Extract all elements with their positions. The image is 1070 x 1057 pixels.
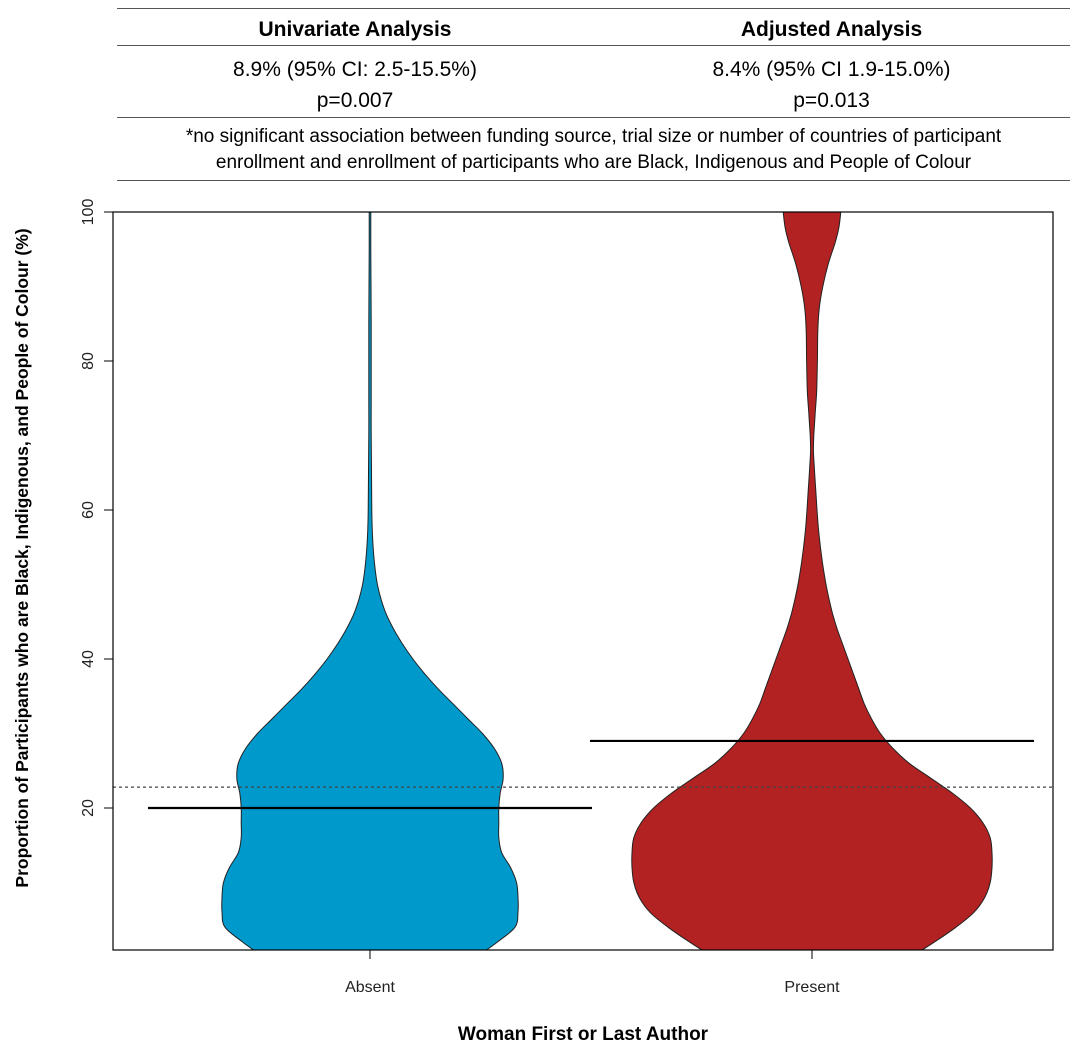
- footnote-line-2: enrollment and enrollment of participant…: [215, 152, 972, 173]
- table-header-rule: [117, 45, 1070, 46]
- table-bottom-rule: [117, 180, 1070, 181]
- x-axis: Absent Present: [345, 950, 840, 996]
- univariate-header: Univariate Analysis: [258, 18, 452, 41]
- violin-absent: [221, 212, 519, 950]
- y-tick-label: 60: [80, 501, 97, 519]
- adjusted-p-value: p=0.013: [793, 89, 870, 112]
- stats-table: Univariate Analysis Adjusted Analysis 8.…: [0, 0, 1070, 190]
- medians-layer: [148, 739, 1034, 810]
- table-top-rule: [117, 8, 1070, 9]
- x-tick-label-present: Present: [784, 979, 840, 996]
- violins-layer: [221, 212, 993, 950]
- y-tick-label: 100: [80, 199, 97, 226]
- adjusted-header: Adjusted Analysis: [740, 18, 923, 41]
- y-axis: 20 40 60 80 100: [80, 199, 114, 817]
- x-tick-label-absent: Absent: [345, 979, 395, 996]
- univariate-p-value: p=0.007: [316, 89, 394, 112]
- y-tick-label: 20: [80, 799, 97, 817]
- x-axis-title: Woman First or Last Author: [458, 1024, 709, 1045]
- table-footnote-rule: [117, 117, 1070, 118]
- adjusted-estimate: 8.4% (95% CI 1.9-15.0%): [712, 58, 951, 81]
- footnote-line-1: *no significant association between fund…: [185, 126, 1002, 147]
- y-tick-label: 80: [80, 352, 97, 370]
- y-tick-label: 40: [80, 650, 97, 668]
- y-axis-title: Proportion of Participants who are Black…: [12, 228, 32, 887]
- univariate-estimate: 8.9% (95% CI: 2.5-15.5%): [233, 58, 477, 81]
- violin-present: [631, 212, 993, 950]
